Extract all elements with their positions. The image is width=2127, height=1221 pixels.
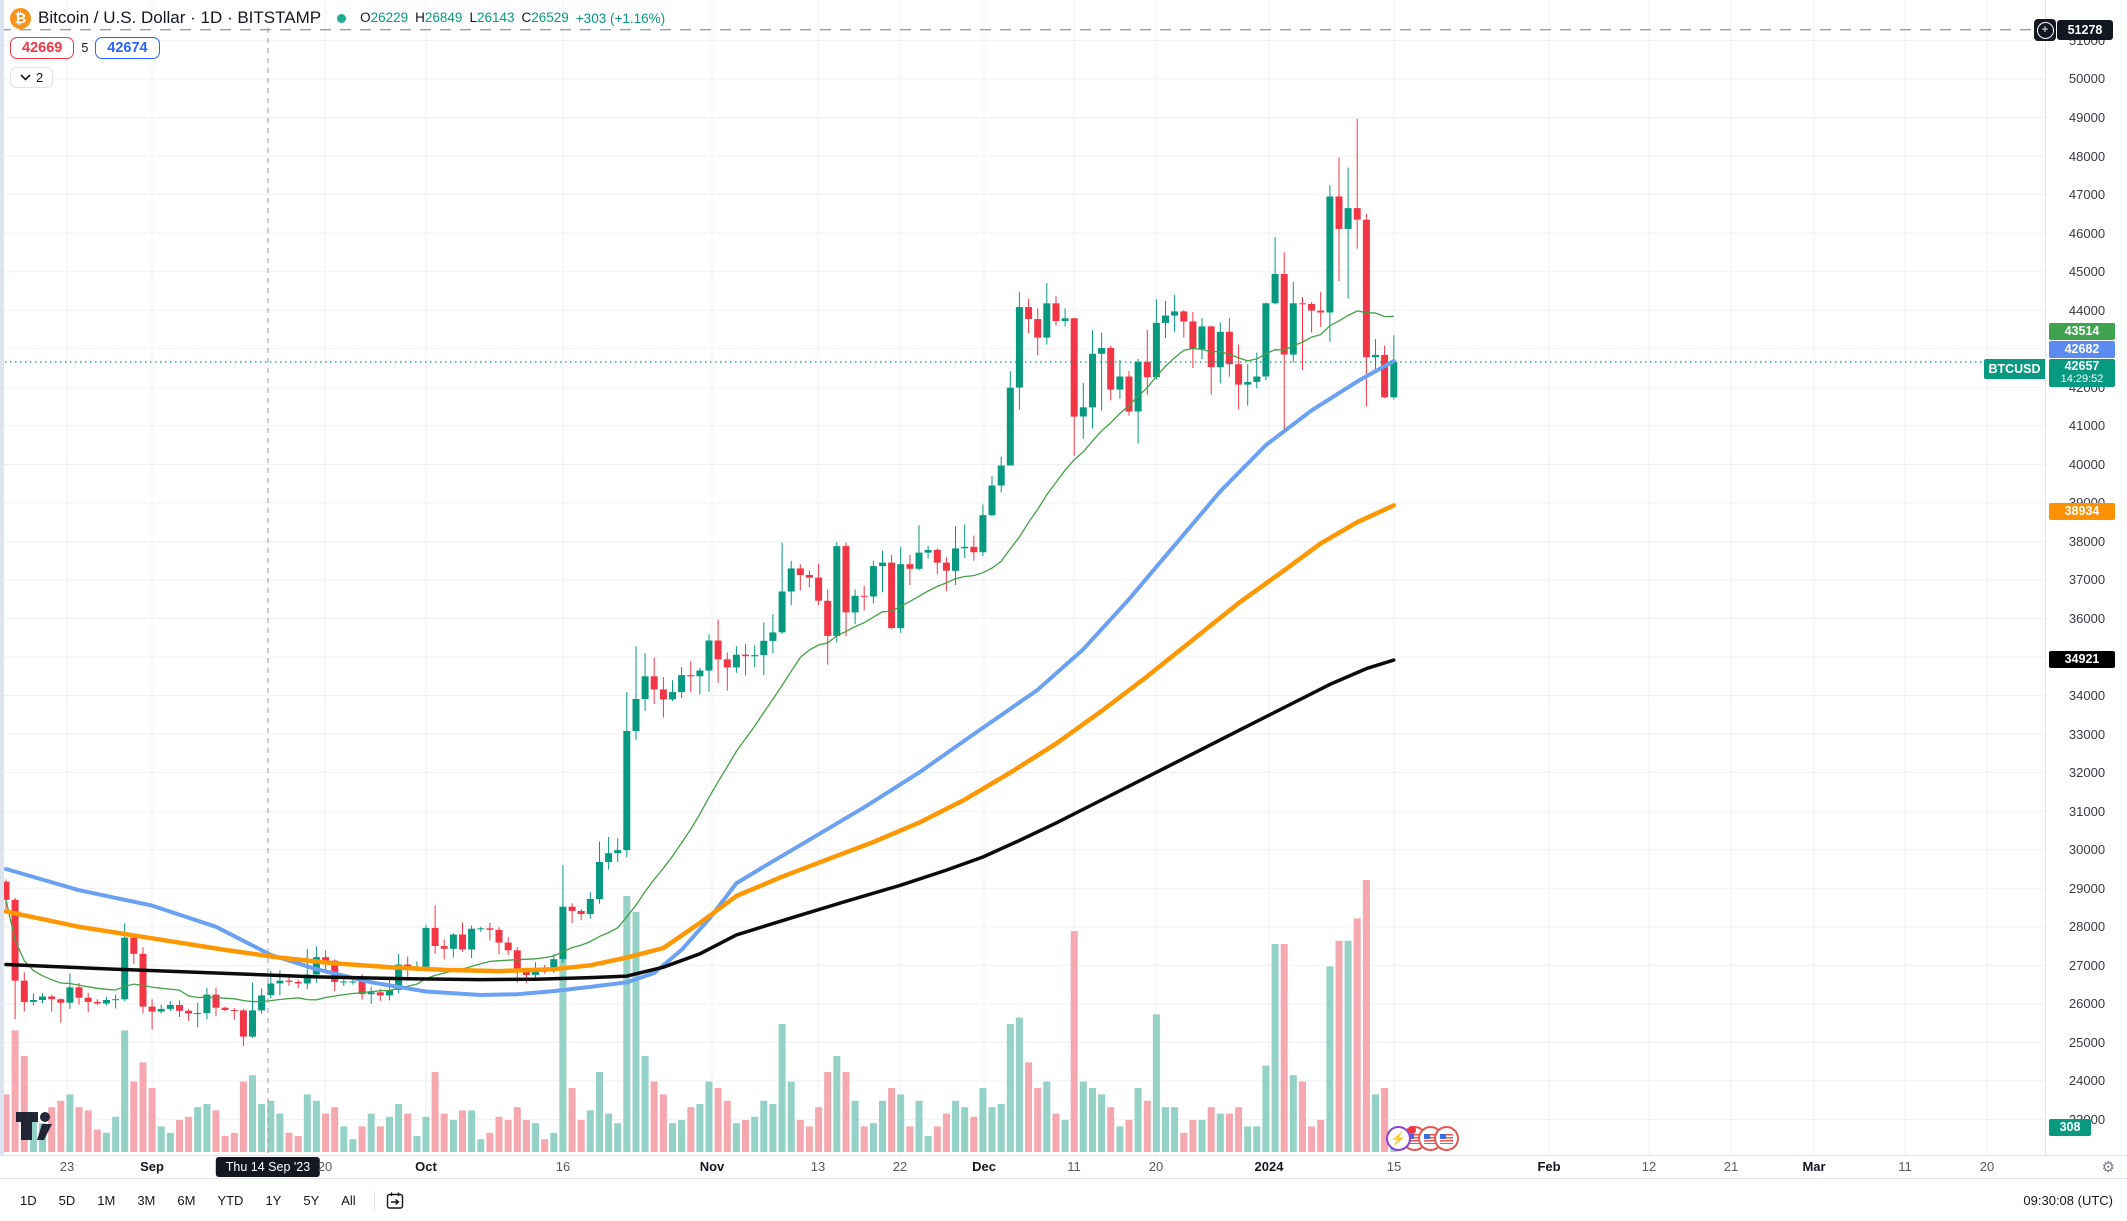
price-tick-label: 34000: [2068, 688, 2106, 703]
tradingview-logo: [16, 1112, 52, 1140]
time-tick-label: 20: [1148, 1159, 1164, 1174]
price-tick-label: 41000: [2068, 418, 2106, 433]
price-tick-label: 28000: [2068, 919, 2106, 934]
ma-slow-value-label: 38934: [2049, 503, 2115, 520]
range-button-ytd[interactable]: YTD: [217, 1193, 244, 1208]
price-tick-label: 40000: [2068, 457, 2106, 472]
spread-value: 5: [81, 41, 89, 55]
time-axis[interactable]: Thu 14 Sep '23 ⚙ 23 Sep 20 Oct 16 Nov 13 22 Dec 1…: [0, 1155, 2127, 1179]
price-tick-label: 27000: [2068, 958, 2106, 973]
price-tick-label: 47000: [2068, 187, 2106, 202]
range-button-5y[interactable]: 5Y: [303, 1193, 320, 1208]
bid-price-button[interactable]: 42669: [10, 37, 75, 59]
time-tick-label: 11: [1898, 1159, 1912, 1174]
ma-mid-value-label: 42682: [2049, 341, 2115, 358]
ma-slowest-value-label: 34921: [2049, 651, 2115, 668]
price-tick-label: 33000: [2068, 727, 2106, 742]
collapse-indicators-button[interactable]: 2: [10, 67, 54, 88]
ohlc-item: L26143: [469, 10, 515, 25]
pane-left-strip: [0, 0, 4, 1155]
price-tick-label: 32000: [2068, 765, 2106, 780]
time-tick-label: 11: [1067, 1159, 1081, 1174]
price-tick-label: 38000: [2068, 534, 2106, 549]
toolbar-divider: [373, 1190, 375, 1211]
chart-pane[interactable]: ₿ Bitcoin / U.S. Dollar · 1D · BITSTAMP …: [0, 0, 2045, 1155]
gear-icon[interactable]: ⚙: [2101, 1159, 2115, 1176]
clock-label: 09:30:08 (UTC): [2023, 1193, 2113, 1208]
event-markers[interactable]: ⚡: [1386, 1126, 1459, 1151]
add-alert-button[interactable]: +: [2034, 19, 2056, 41]
time-tick-label: 16: [555, 1159, 571, 1174]
notification-dot: [1408, 1126, 1416, 1134]
price-tick-label: 24000: [2068, 1073, 2106, 1088]
range-button-6m[interactable]: 6M: [177, 1193, 196, 1208]
range-button-3m[interactable]: 3M: [137, 1193, 156, 1208]
range-buttons: 1D 5D 1M 3M 6M YTD 1Y 5Y All: [6, 1189, 364, 1212]
symbol-price-tag: BTCUSD: [1984, 359, 2045, 379]
time-tick-label: 12: [1641, 1159, 1657, 1174]
range-button-1d[interactable]: 1D: [20, 1193, 37, 1208]
price-tick-label: 50000: [2068, 71, 2106, 86]
ohlc-values: O26229 H26849 L26143 C26529: [360, 9, 576, 27]
price-tick-label: 30000: [2068, 842, 2106, 857]
time-tick-label: Feb: [1537, 1159, 1561, 1174]
time-tick-label: 23: [59, 1159, 75, 1174]
price-tick-label: 26000: [2068, 996, 2106, 1011]
price-tick-label: 31000: [2068, 804, 2106, 819]
range-button-1m[interactable]: 1M: [97, 1193, 116, 1208]
range-button-5d[interactable]: 5D: [58, 1193, 76, 1208]
bitcoin-icon: ₿: [10, 7, 31, 29]
candlestick-chart[interactable]: [0, 0, 2045, 1155]
time-tick-label: Sep: [140, 1159, 164, 1174]
chart-legend: ₿ Bitcoin / U.S. Dollar · 1D · BITSTAMP …: [10, 6, 665, 88]
time-tick-label: 15: [1386, 1159, 1402, 1174]
time-tick-label: 21: [1723, 1159, 1739, 1174]
price-tick-label: 37000: [2068, 572, 2106, 587]
price-axis[interactable]: 2300024000250002600027000280002900030000…: [2045, 0, 2127, 1155]
ohlc-item: C26529: [521, 10, 569, 25]
symbol-title[interactable]: Bitcoin / U.S. Dollar · 1D · BITSTAMP: [38, 8, 322, 27]
ma-mid-line: [4, 359, 1396, 997]
ohlc-item: O26229: [360, 10, 409, 25]
price-tick-label: 48000: [2068, 149, 2106, 164]
price-tick-label: 25000: [2068, 1035, 2106, 1050]
time-tick-label: 22: [892, 1159, 908, 1174]
us-flag-event-icon[interactable]: [1434, 1126, 1459, 1151]
alert-price-label[interactable]: 51278: [2057, 20, 2113, 40]
lightning-event-icon[interactable]: ⚡: [1386, 1126, 1416, 1151]
last-price-label: 42657 14:29:52: [2049, 359, 2115, 387]
time-tick-label: 13: [810, 1159, 826, 1174]
ohlc-item: H26849: [415, 10, 463, 25]
time-tick-label: 20: [317, 1159, 333, 1174]
candles-layer: [2, 118, 1398, 1047]
ma-slow-line: [3, 503, 1397, 974]
price-tick-label: 36000: [2068, 611, 2106, 626]
volume-layer: [2, 880, 1398, 1152]
market-status-icon[interactable]: [337, 13, 347, 23]
bottom-toolbar: 1D 5D 1M 3M 6M YTD 1Y 5Y All 09:30:08 (UTC): [0, 1178, 2127, 1221]
chevron-down-icon: [20, 74, 31, 81]
range-button-1y[interactable]: 1Y: [265, 1193, 282, 1208]
time-tick-label: 2024: [1254, 1159, 1284, 1174]
price-tick-label: 45000: [2068, 264, 2106, 279]
go-to-date-icon[interactable]: [385, 1191, 405, 1211]
ma-fast-value-label: 43514: [2049, 323, 2115, 340]
crosshair-date-label: Thu 14 Sep '23: [215, 1157, 321, 1177]
time-tick-label: Dec: [972, 1159, 996, 1174]
price-tick-label: 29000: [2068, 881, 2106, 896]
range-button-all[interactable]: All: [341, 1193, 356, 1208]
price-tick-label: 44000: [2068, 303, 2106, 318]
time-tick-label: Oct: [415, 1159, 437, 1174]
ma-slowest-line: [4, 658, 1396, 982]
ma-fast-line: [5, 310, 1394, 1003]
volume-value-label: 308: [2049, 1119, 2091, 1136]
ask-price-button[interactable]: 42674: [95, 37, 160, 59]
time-tick-label: 20: [1979, 1159, 1995, 1174]
price-tick-label: 49000: [2068, 110, 2106, 125]
time-tick-label: Mar: [1802, 1159, 1826, 1174]
time-tick-label: Nov: [699, 1159, 725, 1174]
price-tick-label: 46000: [2068, 226, 2106, 241]
ohlc-change: +303 (+1.16%): [575, 10, 666, 26]
